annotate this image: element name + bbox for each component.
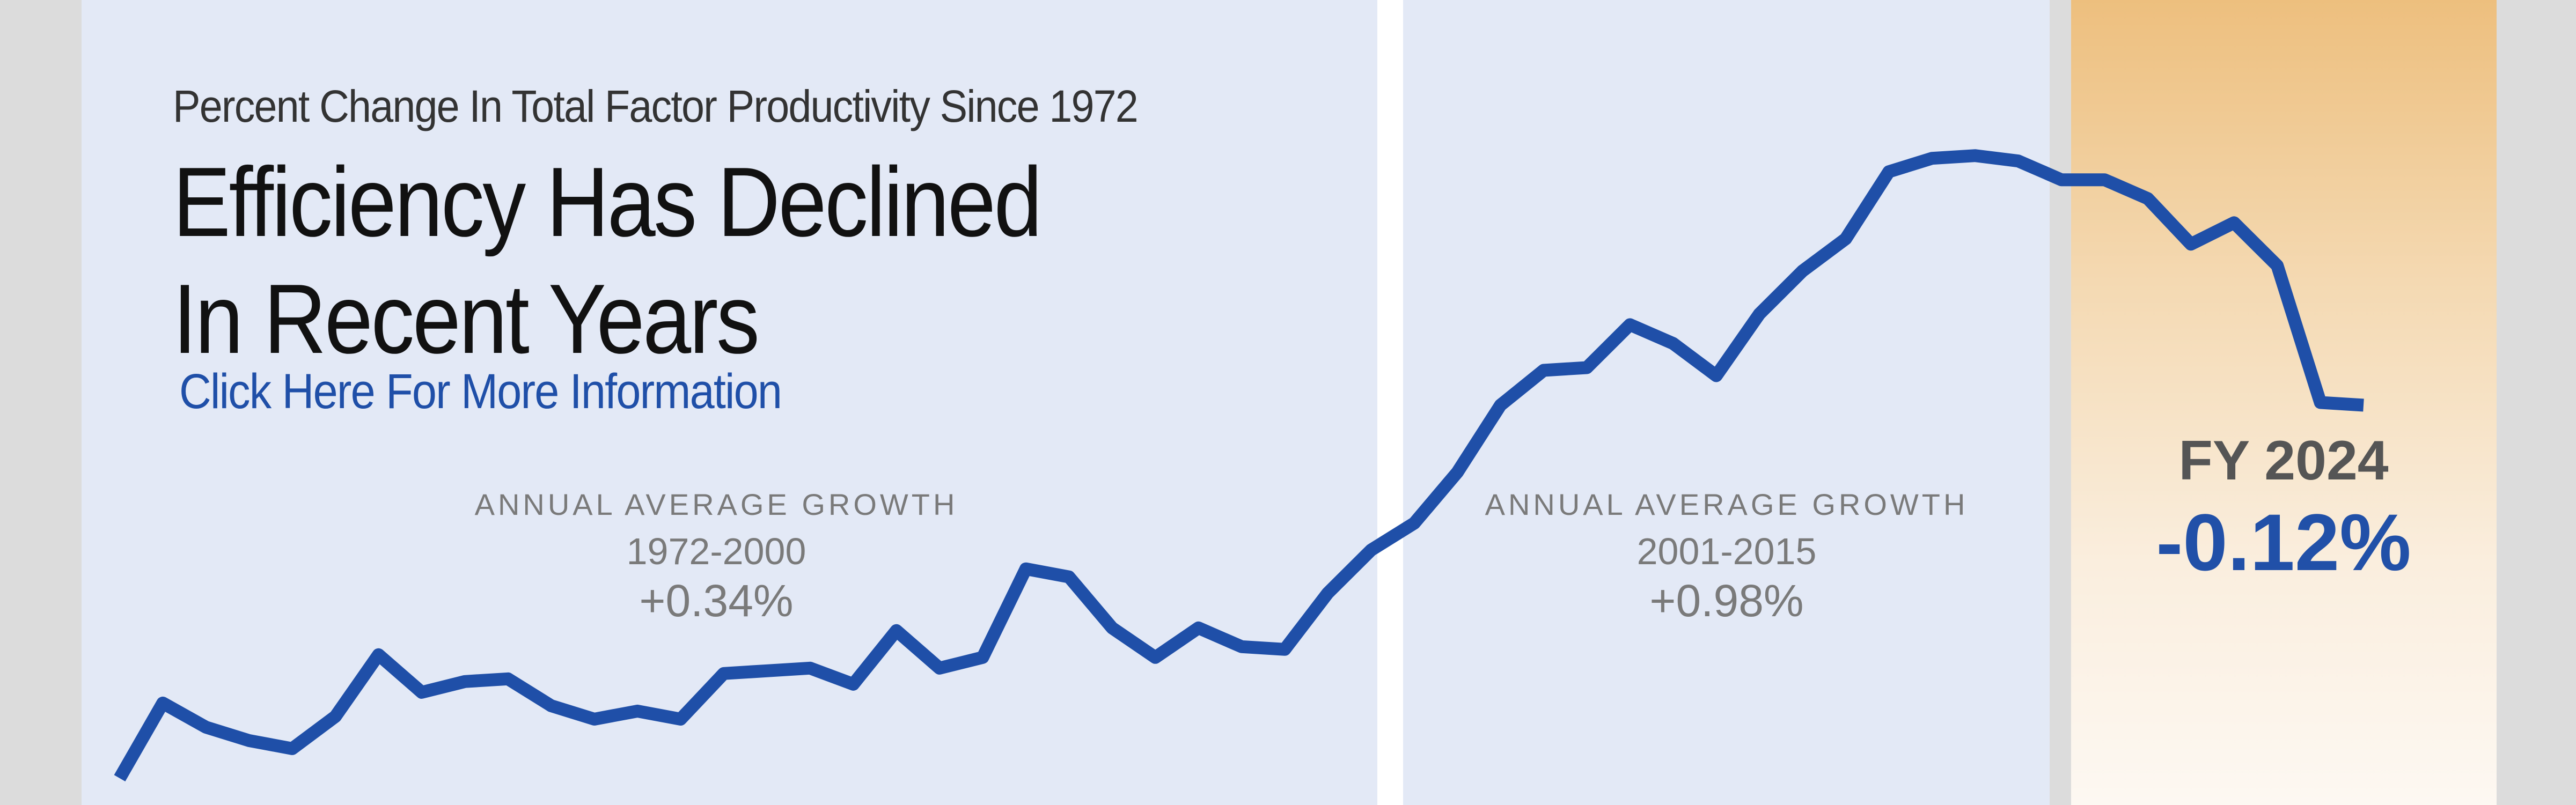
callout-label: FY 2024 — [2178, 430, 2389, 492]
chart-subtitle: Percent Change In Total Factor Productiv… — [173, 81, 1139, 131]
series-line-tfp — [114, 149, 2364, 781]
annotation-range-2001-2015: 2001-2015 — [1636, 530, 1817, 572]
annotation-range-1972-2000: 1972-2000 — [626, 530, 806, 572]
period-divider — [1377, 0, 1403, 805]
chart-title-line-2: In Recent Years — [173, 263, 760, 374]
annotation-label-1972-2000: ANNUAL AVERAGE GROWTH — [474, 488, 958, 521]
annotation-value-1972-2000: +0.34% — [639, 575, 794, 626]
annotation-value-2001-2015: +0.98% — [1649, 575, 1804, 626]
period-panel-highlight — [2071, 0, 2497, 805]
callout-value: -0.12% — [2156, 497, 2411, 587]
more-information-link[interactable]: Click Here For More Information — [179, 364, 782, 419]
annotation-label-2001-2015: ANNUAL AVERAGE GROWTH — [1485, 488, 1969, 521]
chart-title-line-1: Efficiency Has Declined — [173, 146, 1043, 257]
